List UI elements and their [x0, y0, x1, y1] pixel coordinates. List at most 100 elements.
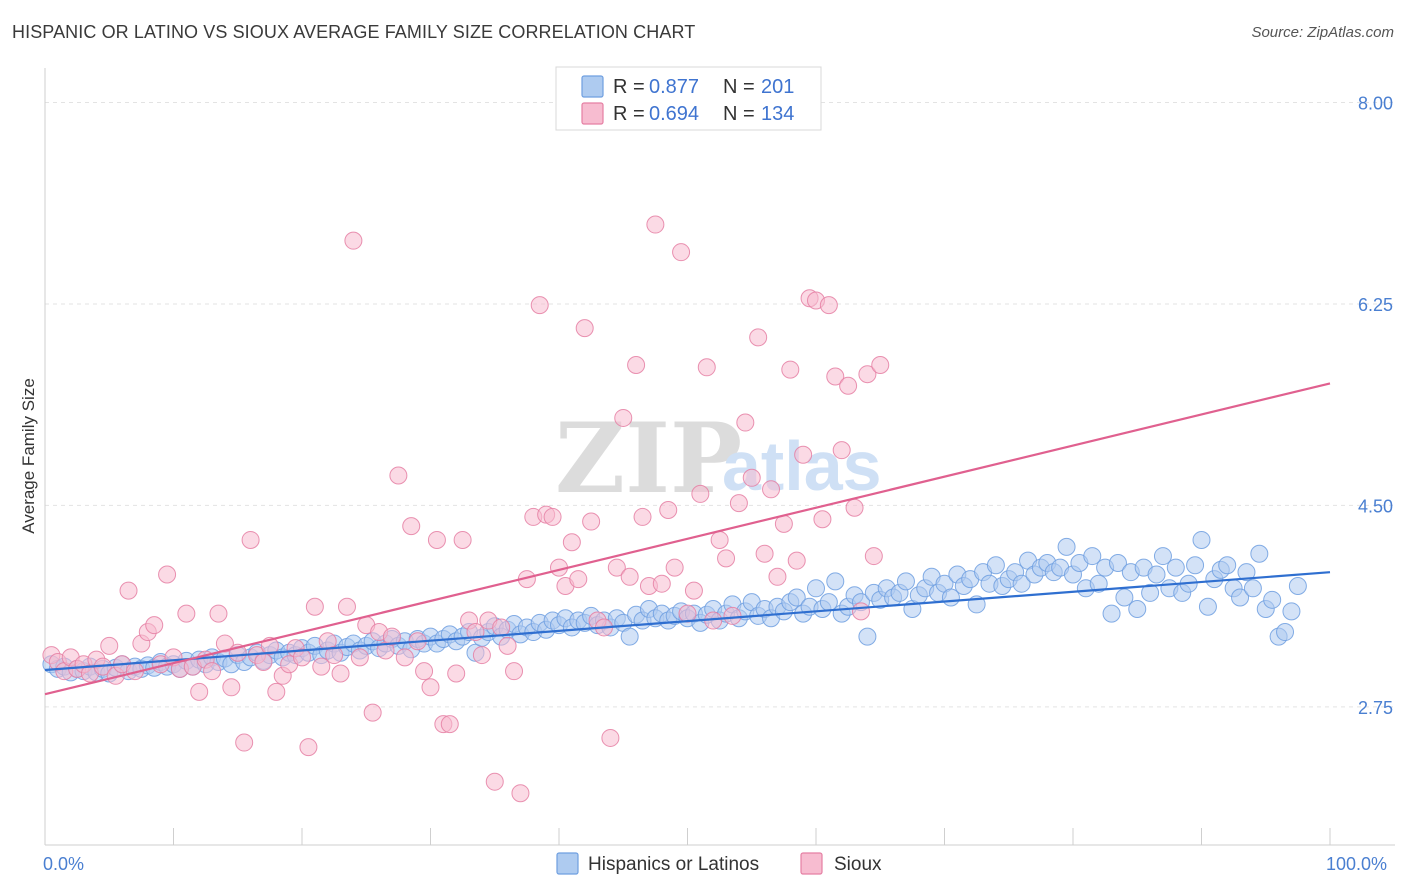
sioux-point-27: [215, 634, 234, 653]
source-label: Source: ZipAtlas.com: [1251, 24, 1394, 41]
hispanics-point-186: [1237, 563, 1256, 582]
sioux-point-83: [575, 319, 594, 338]
sioux-point-58: [415, 662, 434, 681]
sioux-point-9: [100, 636, 119, 655]
legend-n-label-1: N =: [723, 103, 755, 125]
sioux-point-60: [427, 530, 446, 549]
sioux-point-46: [337, 597, 356, 616]
sioux-point-39: [293, 648, 311, 667]
trend-lines: [44, 382, 1331, 696]
sioux-point-56: [402, 517, 421, 536]
sioux-point-121: [819, 296, 838, 315]
sioux-point-115: [781, 360, 800, 379]
hispanics-point-190: [1263, 590, 1282, 609]
sioux-point-33: [254, 652, 273, 671]
sioux-point-82: [569, 570, 588, 589]
sioux-point-109: [742, 468, 761, 487]
series-legend: Hispanics or Latinos Sioux: [556, 852, 882, 875]
sioux-point-116: [787, 551, 806, 570]
x-tick-label-min: 0.0%: [43, 854, 84, 874]
sioux-point-70: [492, 618, 511, 637]
sioux-point-120: [813, 510, 832, 529]
sioux-point-41: [305, 597, 324, 616]
sioux-point-76: [530, 296, 549, 315]
hispanics-trend-line: [44, 571, 1331, 672]
sioux-point-113: [768, 567, 787, 586]
sioux-point-108: [736, 413, 755, 432]
sioux-point-117: [794, 445, 813, 464]
hispanics-point-173: [1153, 547, 1172, 566]
hispanics-point-162: [1083, 547, 1102, 566]
hispanics-point-158: [1057, 537, 1076, 556]
y-tick-label-2: 6.25: [1358, 295, 1393, 315]
sioux-point-44: [325, 646, 344, 665]
hispanics-point-167: [1115, 588, 1134, 607]
sioux-point-98: [672, 243, 691, 262]
sioux-point-62: [440, 715, 459, 734]
sioux-point-25: [203, 662, 222, 681]
sioux-point-35: [267, 682, 286, 701]
x-tick-label-max: 100.0%: [1326, 854, 1387, 874]
sioux-point-90: [620, 567, 639, 586]
sioux-point-96: [659, 501, 678, 520]
legend-r-value-1: 0.694: [649, 103, 699, 125]
hispanics-point-179: [1192, 530, 1211, 549]
hispanics-point-188: [1250, 544, 1269, 563]
sioux-point-111: [755, 544, 774, 563]
hispanics-point-169: [1128, 600, 1147, 619]
axes: [44, 68, 1395, 846]
sioux-point-106: [723, 606, 742, 625]
bottom-legend-swatch-sioux: [800, 852, 823, 875]
hispanics-point-193: [1282, 602, 1301, 621]
hispanics-point-185: [1231, 588, 1250, 607]
sioux-point-53: [382, 627, 401, 646]
stats-legend: R = 0.877 N = 201 R = 0.694 N = 134: [555, 66, 822, 131]
hispanics-point-151: [1012, 574, 1031, 593]
legend-n-label-0: N =: [723, 76, 755, 98]
sioux-point-124: [839, 376, 858, 395]
y-axis-label: Average Family Size: [19, 378, 38, 534]
hispanics-point-166: [1108, 553, 1127, 572]
sioux-point-112: [762, 480, 781, 499]
legend-r-label-1: R =: [613, 103, 645, 125]
sioux-point-97: [665, 558, 684, 577]
sioux-point-18: [158, 565, 177, 584]
sioux-point-28: [222, 678, 241, 697]
sioux-point-26: [209, 604, 228, 623]
sioux-point-100: [684, 581, 703, 600]
watermark: ZIP atlas: [555, 402, 882, 515]
hispanics-point-192: [1276, 623, 1295, 642]
sioux-point-128: [864, 547, 883, 566]
sioux-point-47: [344, 231, 363, 250]
sioux-point-12: [119, 581, 138, 600]
sioux-point-78: [543, 507, 562, 526]
x-ticks: [44, 828, 1331, 845]
y-tick-label-0: 2.75: [1358, 698, 1393, 718]
hispanics-point-147: [986, 556, 1005, 575]
sioux-point-72: [505, 662, 524, 681]
sioux-point-31: [241, 530, 260, 549]
sioux-point-89: [614, 408, 633, 427]
hispanics-point-90: [620, 627, 639, 646]
watermark-zip: ZIP: [555, 402, 742, 515]
bottom-legend-label-hispanics: Hispanics or Latinos: [588, 854, 759, 875]
sioux-point-84: [582, 512, 601, 531]
sioux-point-91: [627, 355, 646, 374]
sioux-point-54: [389, 466, 408, 485]
y-tick-label-1: 4.50: [1358, 496, 1393, 516]
sioux-point-88: [607, 558, 626, 577]
sioux-point-40: [299, 738, 318, 757]
legend-r-label-0: R =: [613, 76, 645, 98]
hispanics-point-165: [1102, 604, 1121, 623]
hispanics-point-116: [787, 588, 806, 607]
watermark-atlas: atlas: [722, 427, 882, 505]
legend-n-value-0: 201: [761, 76, 794, 98]
sioux-point-71: [498, 636, 517, 655]
sioux-point-101: [691, 484, 710, 503]
sioux-point-125: [845, 498, 864, 517]
legend-n-value-1: 134: [761, 103, 794, 125]
y-tick-label-3: 8.00: [1358, 94, 1393, 114]
sioux-point-42: [312, 657, 331, 676]
hispanics-point-178: [1186, 556, 1205, 575]
